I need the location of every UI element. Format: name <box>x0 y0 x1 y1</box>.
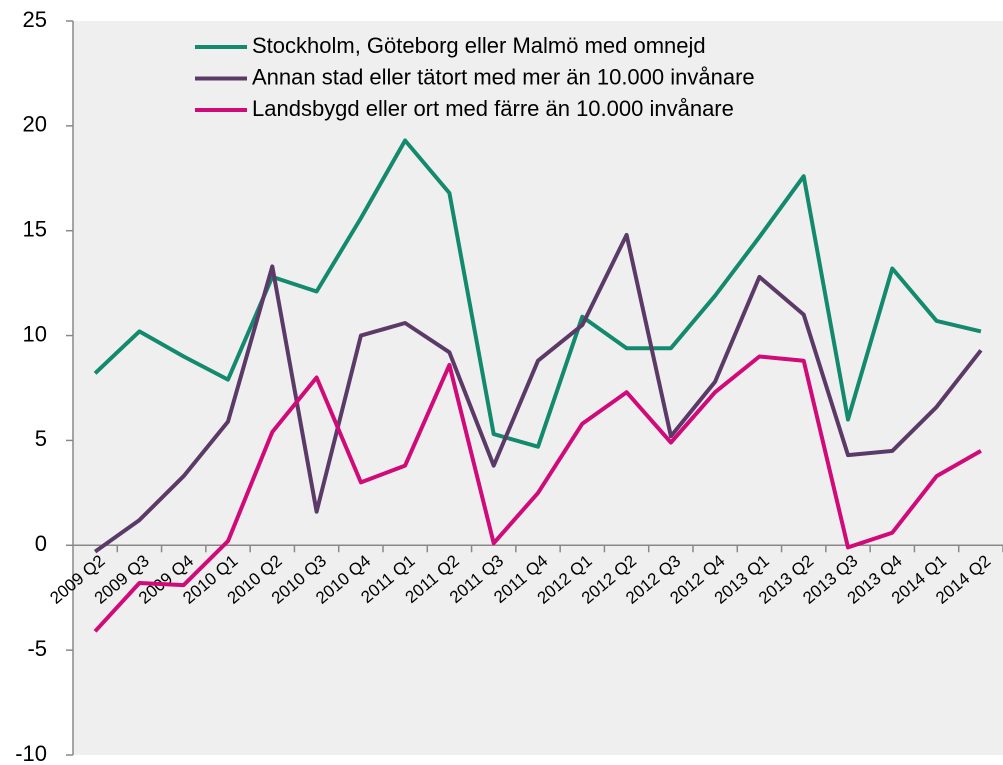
legend-label: Stockholm, Göteborg eller Malmö med omne… <box>252 33 706 58</box>
y-tick-label: 10 <box>23 321 47 346</box>
y-tick-label: 0 <box>35 531 47 556</box>
y-tick-label: 5 <box>35 426 47 451</box>
series-line <box>93 232 983 554</box>
y-tick-label: 25 <box>23 7 47 32</box>
y-tick-label: -5 <box>27 636 47 661</box>
series-line <box>93 138 982 449</box>
legend-label: Landsbygd eller ort med färre än 10.000 … <box>252 96 734 121</box>
y-tick-label: -10 <box>15 741 47 765</box>
legend-label: Annan stad eller tätort med mer än 10.00… <box>252 64 755 89</box>
series-line <box>93 354 982 633</box>
y-tick-label: 20 <box>23 112 47 137</box>
y-tick-label: 15 <box>23 217 47 242</box>
plot-area <box>73 21 1003 755</box>
